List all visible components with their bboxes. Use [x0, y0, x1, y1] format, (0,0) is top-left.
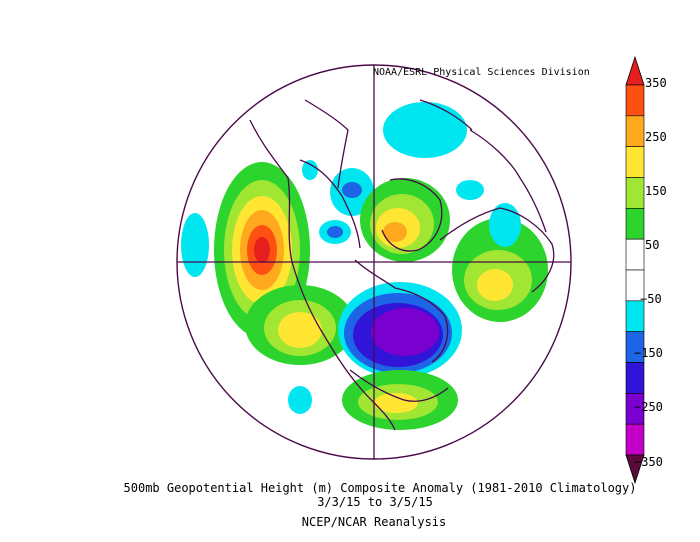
colorbar-tick-label: −50: [640, 292, 662, 306]
credit-label: NOAA/ESRL Physical Sciences Division: [373, 67, 590, 78]
dataset-label: NCEP/NCAR Reanalysis: [301, 515, 447, 529]
colorbar-tick-label: 250: [645, 130, 667, 144]
colorbar-box: [625, 115, 645, 147]
colorbar-top-arrow: [625, 55, 645, 86]
colorbar-box: [625, 238, 645, 271]
colorbar-bottom-arrow: [625, 454, 645, 485]
colorbar-tick-label: −250: [634, 400, 663, 414]
colorbar-tick-label: −350: [634, 455, 663, 469]
colorbar-tick-label: 350: [645, 76, 667, 90]
colorbar-tick-label: −150: [634, 346, 663, 360]
positive-anomaly-atlantic: [342, 370, 458, 430]
colorbar-box: [625, 208, 645, 240]
colorbar-box: [625, 423, 645, 456]
positive-anomaly-siberia: [452, 180, 548, 322]
colorbar-tick-label: 150: [645, 184, 667, 198]
colorbar-box: [625, 146, 645, 178]
colorbar: [625, 55, 645, 485]
colorbar-box: [625, 362, 645, 394]
colorbar-box: [625, 84, 645, 117]
negative-anomaly-arctic: [302, 102, 467, 244]
negative-anomaly-west: [181, 213, 209, 277]
positive-anomaly-sw-us: [245, 285, 355, 365]
colorbar-tick-label: 50: [645, 238, 660, 252]
date-range: 3/3/15 to 3/5/15: [317, 495, 433, 509]
positive-anomaly-pacific: [214, 162, 310, 338]
coastlines: [249, 99, 555, 431]
colorbar-box: [625, 177, 645, 209]
positive-anomaly-greenland: [360, 178, 450, 262]
map-title: 500mb Geopotential Height (m) Composite …: [123, 481, 637, 495]
anomaly-field: [181, 99, 555, 431]
negative-anomaly-east-na: [288, 282, 462, 414]
